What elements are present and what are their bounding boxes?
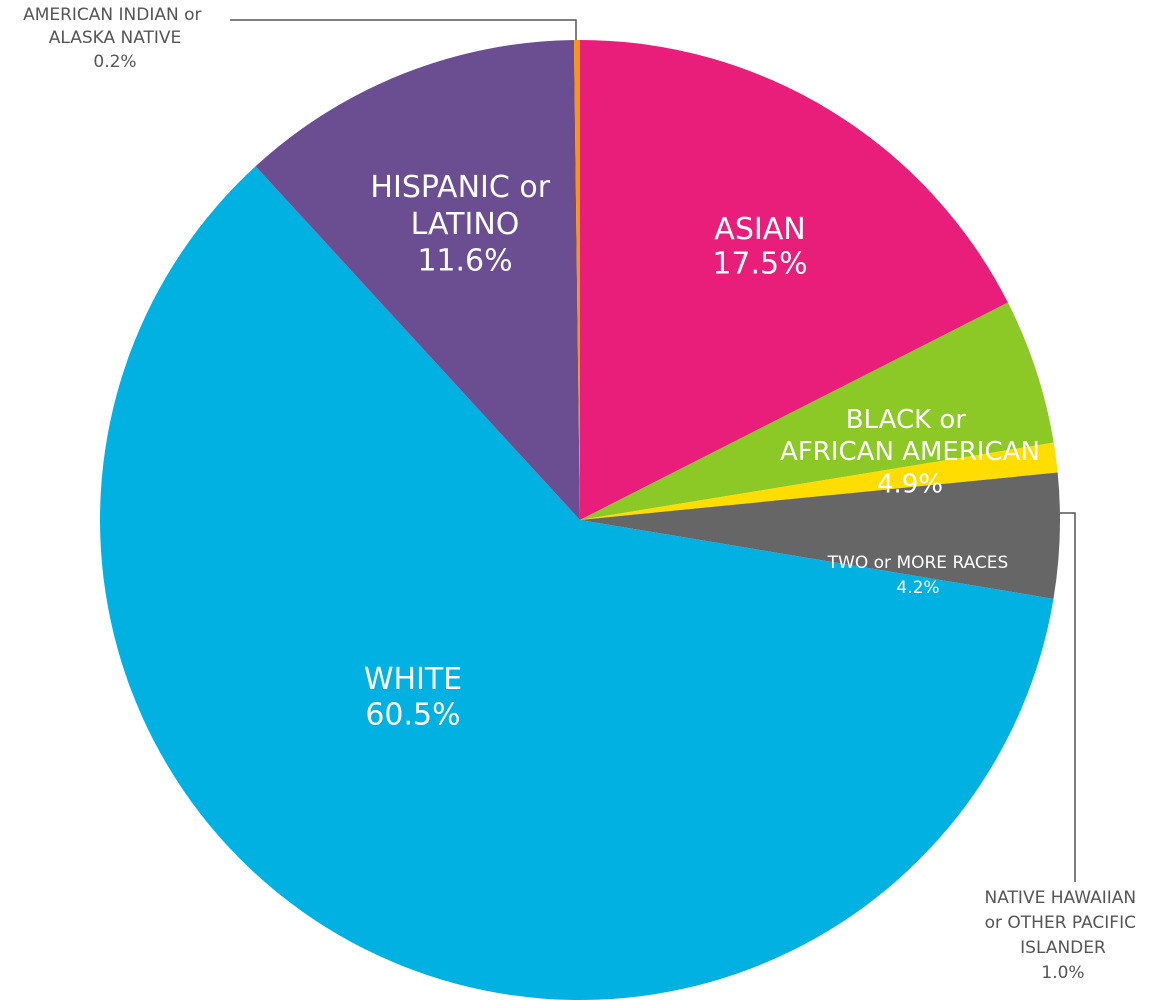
label-line: TWO or MORE RACES [827, 553, 1009, 573]
slice-label: ASIAN [714, 212, 805, 247]
pie-slice [580, 472, 1061, 599]
label-line: AMERICAN INDIAN or [23, 5, 207, 25]
pie-slice [580, 442, 1058, 520]
label-line: WHITE [364, 662, 462, 697]
leader-line [230, 19, 577, 40]
label-line: NATIVE HAWAIIAN [985, 888, 1142, 908]
value-label: 11.6% [417, 244, 512, 279]
label-line: ALASKA NATIVE [49, 28, 182, 48]
slice-label: WHITE [364, 662, 462, 697]
value-label: 1.0% [1041, 963, 1084, 983]
pie-slice [255, 40, 580, 521]
label-line: or OTHER PACIFIC [985, 913, 1142, 933]
value-label: 4.9% [877, 470, 943, 500]
label-line: HISPANIC or [370, 170, 559, 205]
label-line: ASIAN [714, 212, 805, 247]
slice-label: HISPANIC or LATINO [370, 170, 559, 242]
pie-slice [573, 40, 580, 520]
label-line: AFRICAN AMERICAN [780, 437, 1040, 467]
label-line: BLACK or [846, 405, 975, 435]
value-label: 0.2% [93, 52, 136, 72]
pie-slice [99, 166, 1054, 1000]
value-label: 4.2% [896, 578, 939, 598]
slice-label: AMERICAN INDIAN or ALASKA NATIVE [23, 5, 207, 48]
value-label: 17.5% [712, 247, 807, 282]
pie-slice [580, 302, 1054, 520]
slice-label: TWO or MORE RACES [827, 553, 1009, 573]
label-line: LATINO [411, 207, 520, 242]
pie-slice [580, 40, 1008, 520]
slice-label: NATIVE HAWAIIAN or OTHER PACIFIC ISLANDE… [985, 888, 1142, 958]
value-label: 60.5% [365, 698, 460, 733]
label-line: ISLANDER [1020, 938, 1106, 958]
slice-label: BLACK or AFRICAN AMERICAN [780, 405, 1040, 467]
